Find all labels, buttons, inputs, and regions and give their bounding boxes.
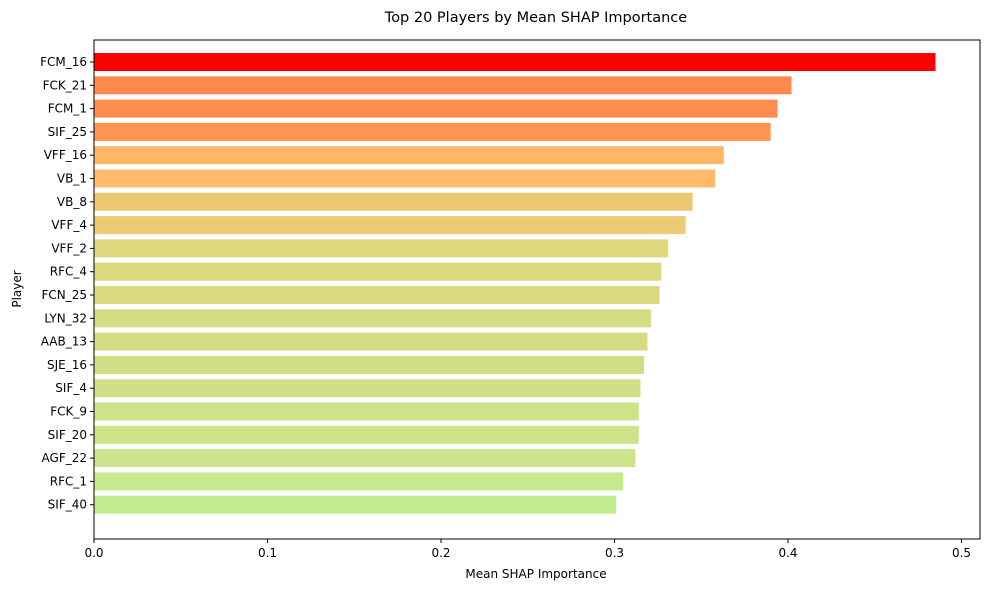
x-axis-label: Mean SHAP Importance <box>465 567 606 581</box>
y-tick-label: SIF_20 <box>48 428 87 442</box>
bar-sif-20 <box>94 425 639 444</box>
y-tick-labels: FCM_16 FCK_21 FCM_1 SIF_25 VFF_16 VB_1 VB_8 VFF… <box>40 55 94 512</box>
x-tick-label: 0.4 <box>778 546 797 560</box>
x-tick-label: 0.0 <box>84 546 103 560</box>
bar-sif-4 <box>94 379 641 398</box>
bars-group <box>94 53 936 514</box>
x-tick-label: 0.1 <box>258 546 277 560</box>
y-tick-label: FCN_25 <box>41 288 87 302</box>
x-tick-label: 0.5 <box>952 546 971 560</box>
y-tick-label: SJE_16 <box>47 358 87 372</box>
y-tick-label: FCK_9 <box>50 405 87 419</box>
bar-fck-21 <box>94 76 792 95</box>
bar-fcm-16 <box>94 53 936 71</box>
chart-title: Top 20 Players by Mean SHAP Importance <box>384 10 687 26</box>
y-tick-label: SIF_40 <box>48 498 87 512</box>
bar-vff-16 <box>94 146 724 165</box>
bar-rfc-4 <box>94 262 662 281</box>
bar-sif-25 <box>94 122 771 141</box>
bar-lyn-32 <box>94 309 651 328</box>
x-tick-labels: 0.0 0.1 0.2 0.3 0.4 0.5 <box>84 539 971 560</box>
bar-fck-9 <box>94 402 639 421</box>
y-tick-label: SIF_4 <box>55 381 87 395</box>
y-tick-label: VB_1 <box>57 172 87 186</box>
bar-fcn-25 <box>94 286 660 304</box>
y-axis-label: Player <box>10 270 24 307</box>
bar-vff-4 <box>94 216 686 235</box>
y-tick-label: SIF_25 <box>48 125 87 139</box>
y-tick-label: VFF_16 <box>44 148 87 162</box>
bar-vff-2 <box>94 239 669 258</box>
bar-rfc-1 <box>94 472 624 491</box>
y-tick-label: FCM_16 <box>40 55 87 69</box>
bar-sif-40 <box>94 495 617 514</box>
bar-agf-22 <box>94 449 636 468</box>
y-tick-label: VFF_2 <box>51 241 87 255</box>
y-tick-label: VB_8 <box>57 195 87 209</box>
plot-area-frame <box>93 39 981 540</box>
x-tick-label: 0.3 <box>605 546 624 560</box>
y-tick-label: AGF_22 <box>42 451 87 465</box>
y-tick-label: AAB_13 <box>41 335 87 349</box>
x-tick-label: 0.2 <box>431 546 450 560</box>
y-tick-label: LYN_32 <box>44 311 87 325</box>
bar-fcm-1 <box>94 99 778 118</box>
bar-vb-1 <box>94 169 716 188</box>
y-tick-label: VFF_4 <box>51 218 87 232</box>
bar-vb-8 <box>94 192 693 211</box>
y-tick-label: RFC_1 <box>50 474 87 488</box>
y-tick-label: RFC_4 <box>50 265 87 279</box>
y-tick-label: FCK_21 <box>43 78 87 92</box>
bar-sje-16 <box>94 355 644 374</box>
y-tick-label: FCM_1 <box>48 102 87 116</box>
bar-aab-13 <box>94 332 648 351</box>
